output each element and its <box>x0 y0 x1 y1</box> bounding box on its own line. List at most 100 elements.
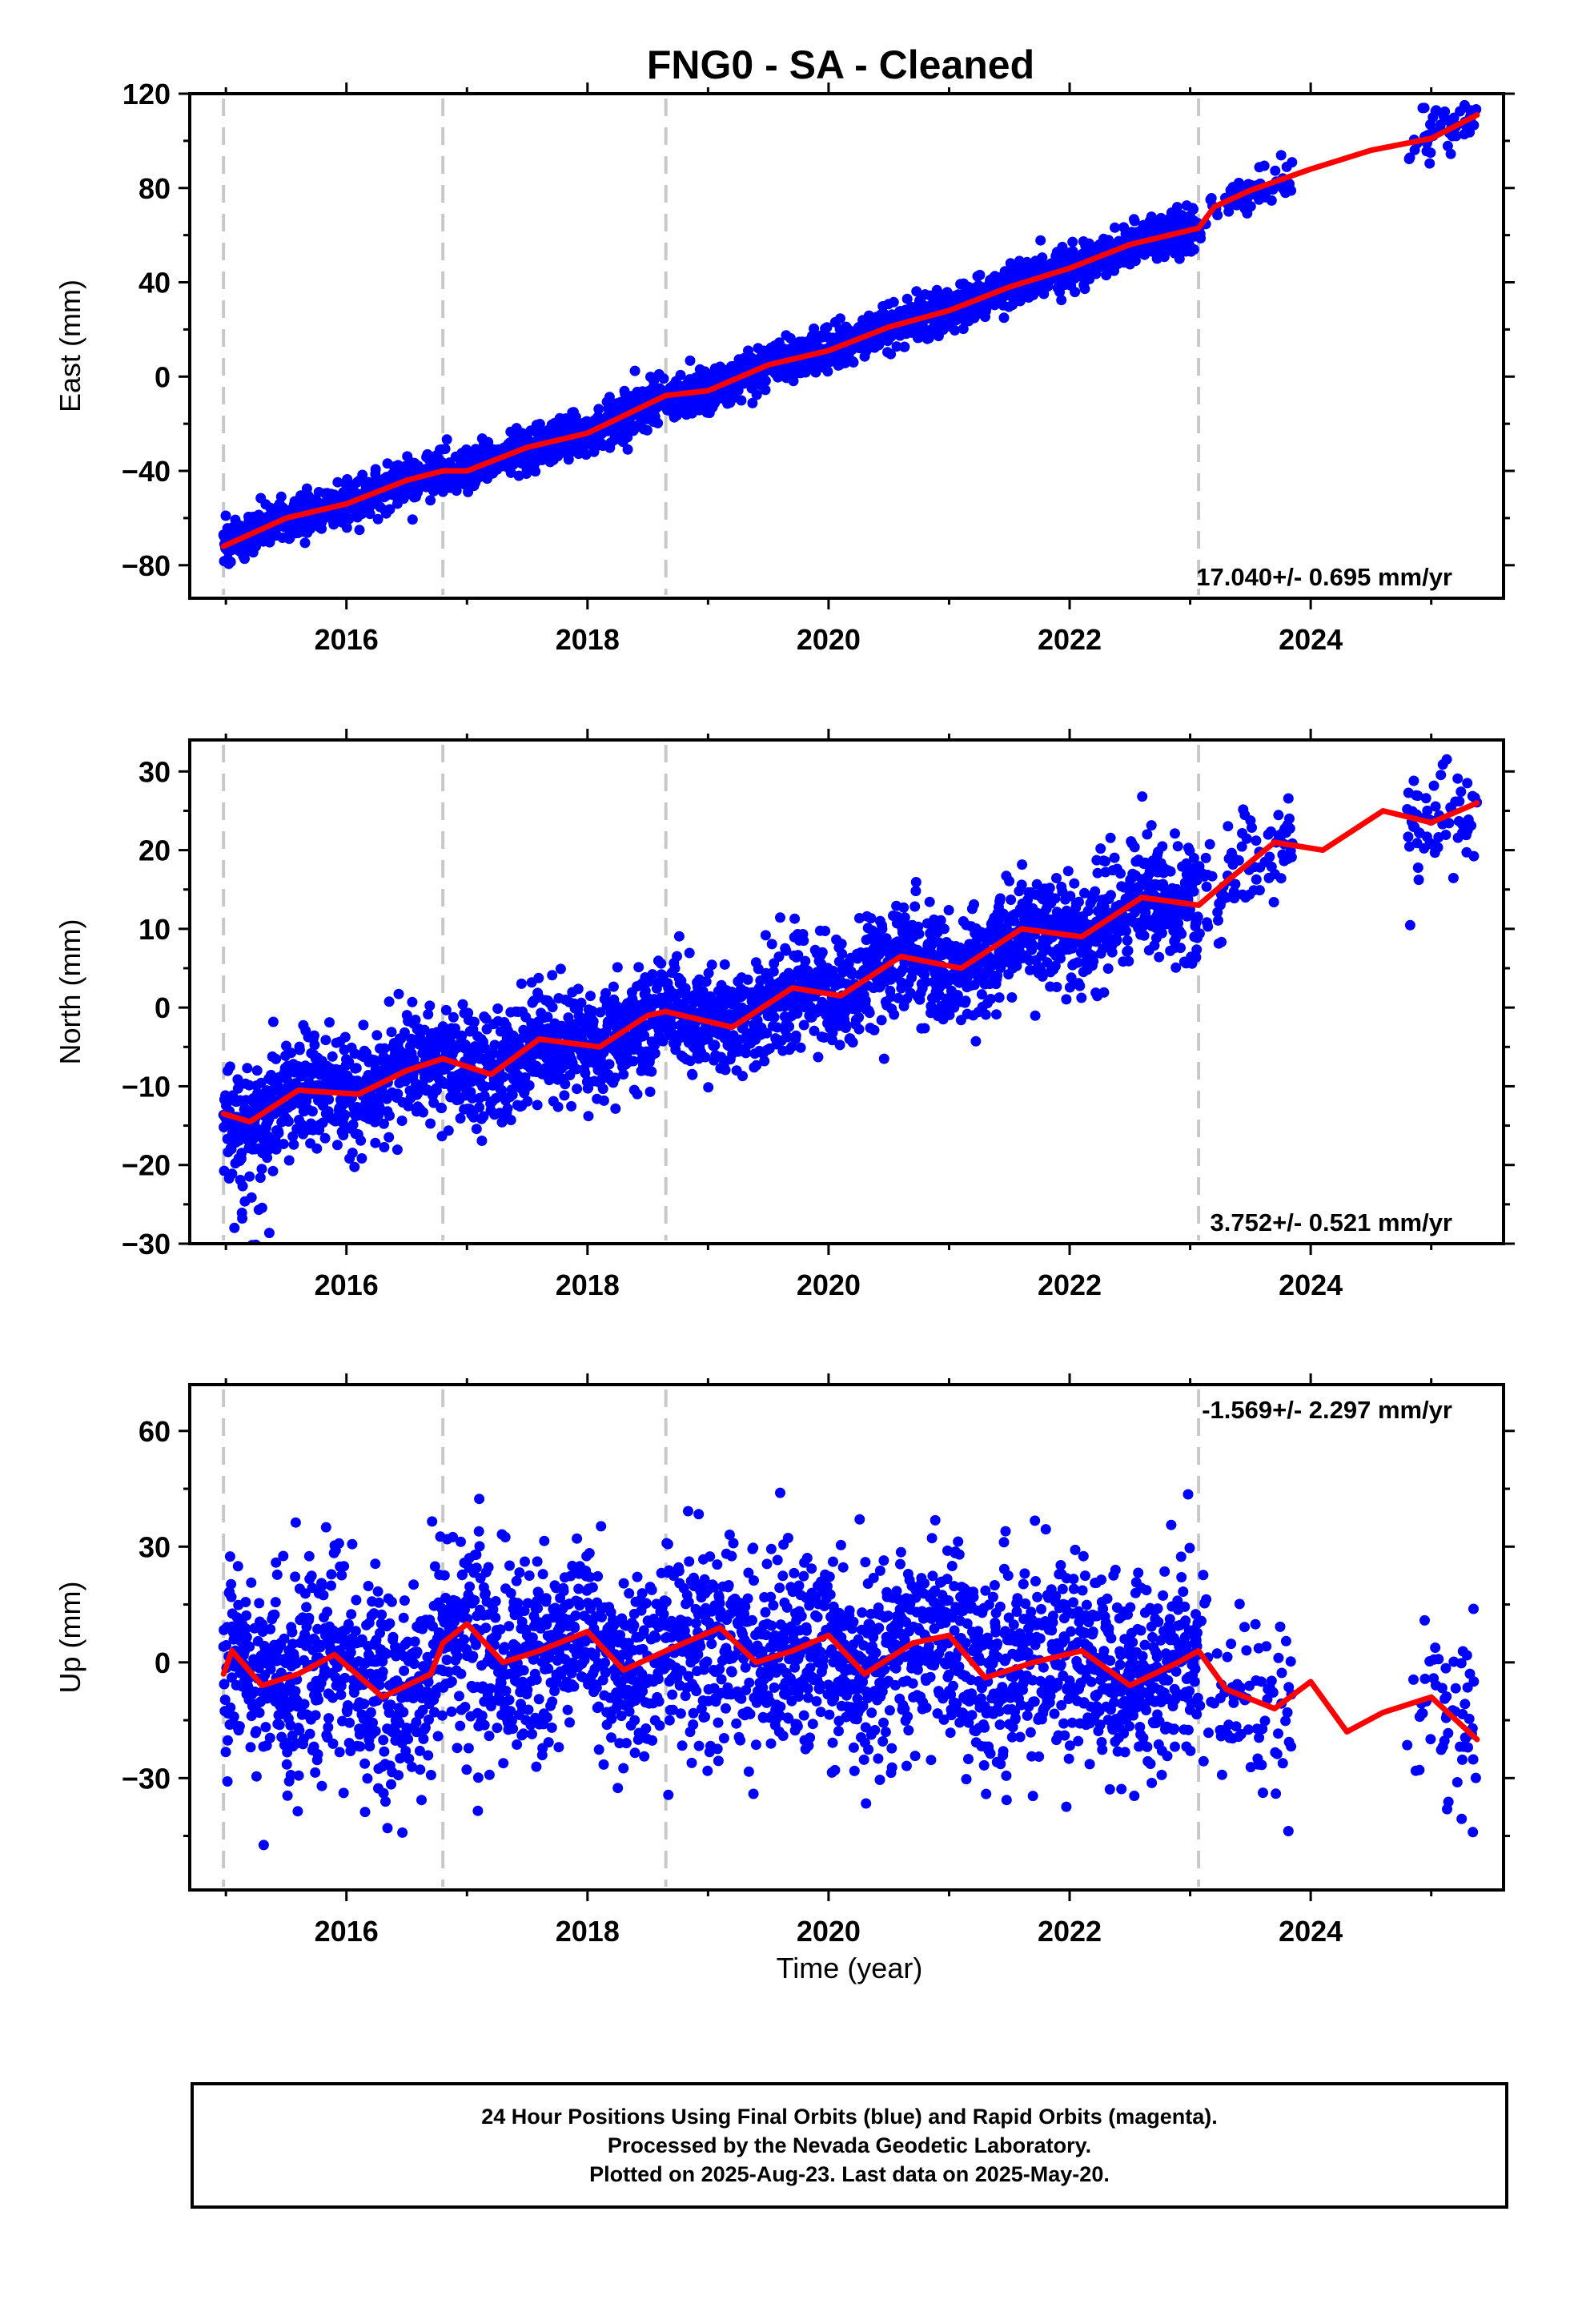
data-point <box>1468 119 1480 131</box>
data-point <box>597 1084 608 1095</box>
data-point <box>547 970 558 981</box>
data-point <box>242 1063 253 1074</box>
data-point <box>998 312 1010 324</box>
data-point <box>853 1023 865 1035</box>
data-point <box>910 877 921 887</box>
data-point <box>451 485 462 497</box>
data-point <box>307 1106 318 1117</box>
data-point <box>560 1079 571 1090</box>
data-point <box>294 1044 305 1055</box>
data-point <box>492 1003 504 1014</box>
data-point <box>275 491 287 502</box>
data-point <box>1017 859 1028 870</box>
data-point <box>646 1066 657 1077</box>
data-point <box>593 404 604 415</box>
data-point <box>751 389 762 400</box>
data-point <box>785 332 796 344</box>
data-point <box>889 1009 900 1020</box>
data-point <box>424 1000 436 1011</box>
data-point <box>675 369 686 380</box>
data-point <box>502 1103 513 1114</box>
y-tick-label: 40 <box>139 267 171 300</box>
data-point <box>891 341 902 352</box>
data-point <box>547 1002 558 1013</box>
data-point <box>1223 206 1235 217</box>
data-point <box>237 1213 248 1224</box>
data-point <box>1471 104 1482 115</box>
data-point <box>327 1051 338 1062</box>
data-point <box>789 913 801 924</box>
data-point <box>795 1042 806 1053</box>
data-point <box>737 1071 748 1082</box>
data-point <box>1174 253 1185 264</box>
data-point <box>1419 103 1430 114</box>
data-point <box>822 366 833 377</box>
data-point <box>784 1021 795 1032</box>
data-point <box>672 951 682 962</box>
data-point <box>1110 222 1120 233</box>
data-point <box>358 1019 369 1031</box>
data-point <box>1445 148 1456 159</box>
data-point <box>351 1063 362 1074</box>
data-point <box>1129 215 1140 227</box>
data-point <box>1195 233 1207 243</box>
data-point <box>355 1135 367 1146</box>
data-point <box>1431 105 1442 116</box>
data-point <box>354 525 365 536</box>
data-point <box>960 995 971 1007</box>
data-point <box>703 1082 714 1093</box>
data-point <box>271 1053 282 1064</box>
data-point <box>265 502 276 513</box>
data-point <box>455 1113 466 1124</box>
data-point <box>364 509 375 520</box>
data-point <box>687 1069 698 1080</box>
data-point <box>227 1168 238 1180</box>
data-point <box>505 1115 516 1126</box>
data-point <box>476 1136 488 1146</box>
data-point <box>719 959 730 970</box>
data-point <box>371 1030 383 1041</box>
data-point <box>994 992 1005 1003</box>
y-tick-label: 0 <box>155 360 171 393</box>
data-point <box>391 1144 403 1156</box>
data-point <box>1014 255 1025 267</box>
data-point <box>524 1080 535 1091</box>
data-point <box>847 1037 858 1048</box>
data-point <box>618 1069 629 1080</box>
data-point <box>709 1039 721 1051</box>
data-point <box>1259 160 1270 171</box>
data-point <box>1435 119 1446 131</box>
data-point <box>236 1148 247 1159</box>
data-point <box>570 412 581 423</box>
data-point <box>669 963 681 974</box>
data-point <box>1176 210 1187 221</box>
data-point <box>612 962 623 973</box>
data-point <box>468 1016 480 1027</box>
data-point <box>1286 185 1297 196</box>
data-point <box>418 1107 428 1118</box>
data-point <box>311 1143 323 1154</box>
data-point <box>1006 895 1017 905</box>
data-point <box>706 959 717 971</box>
data-point <box>649 1047 661 1059</box>
data-point <box>841 1023 851 1033</box>
data-point <box>760 384 771 396</box>
data-point <box>299 537 311 549</box>
data-point <box>1067 236 1078 247</box>
data-point <box>255 1172 266 1184</box>
data-point <box>878 1053 889 1064</box>
data-point <box>533 972 544 983</box>
data-point <box>583 1111 594 1122</box>
data-point <box>1425 147 1436 159</box>
data-point <box>1287 157 1298 168</box>
data-point <box>1083 238 1094 249</box>
data-point <box>759 1055 770 1067</box>
x-tick-label: 2020 <box>797 623 861 656</box>
data-point <box>837 948 848 959</box>
data-point <box>384 504 396 515</box>
data-point <box>970 1035 982 1047</box>
data-point <box>769 1011 780 1023</box>
data-point <box>766 939 777 950</box>
data-point <box>258 1098 269 1109</box>
